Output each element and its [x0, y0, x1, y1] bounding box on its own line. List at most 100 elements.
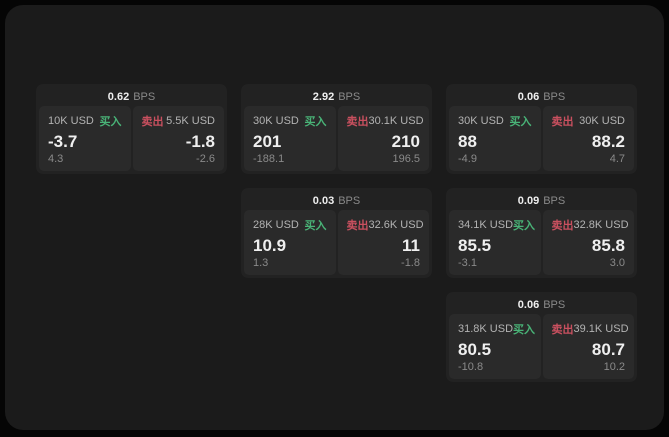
- sell-quote-cell[interactable]: 卖出 32.6K USD 11 -1.8: [337, 210, 429, 275]
- buy-side-tag: 买入: [513, 324, 536, 336]
- buy-side-tag: 买入: [509, 116, 532, 128]
- bps-unit-label: BPS: [338, 194, 361, 207]
- sell-price: 210: [391, 131, 420, 151]
- sell-delta: 4.7: [609, 153, 625, 165]
- buy-price: 10.9: [253, 235, 287, 255]
- buy-size-label: 28K USD: [253, 219, 299, 231]
- card-header: 2.92 BPS: [244, 87, 429, 106]
- sell-quote-cell[interactable]: 卖出 5.5K USD -1.8 -2.6: [132, 106, 224, 171]
- buy-cell-top: 30K USD 买入: [253, 113, 327, 129]
- sell-delta: 196.5: [392, 153, 420, 165]
- sell-price: 80.7: [591, 339, 625, 359]
- card-body: 30K USD 买入 201 -188.1 卖出 30.1K USD 210 1…: [244, 106, 429, 171]
- sell-size-label: 5.5K USD: [166, 115, 215, 127]
- sell-size-label: 30K USD: [579, 115, 625, 127]
- sell-cell-top: 卖出 32.6K USD: [346, 217, 424, 233]
- buy-quote-cell[interactable]: 31.8K USD 买入 80.5 -10.8: [449, 314, 541, 379]
- buy-size-label: 30K USD: [458, 115, 504, 127]
- quote-card-grid: 0.62 BPS 10K USD 买入 -3.7 4.3 卖出 5.5K USD…: [36, 84, 637, 382]
- buy-price: -3.7: [48, 131, 78, 151]
- quote-card: 2.92 BPS 30K USD 买入 201 -188.1 卖出 30.1K …: [241, 84, 432, 174]
- buy-quote-cell[interactable]: 10K USD 买入 -3.7 4.3: [39, 106, 131, 171]
- buy-price: 85.5: [458, 235, 492, 255]
- buy-cell-top: 31.8K USD 买入: [458, 321, 536, 337]
- quote-card: 0.06 BPS 31.8K USD 买入 80.5 -10.8 卖出 39.1…: [446, 292, 637, 382]
- buy-size-label: 34.1K USD: [458, 219, 514, 231]
- buy-price: 80.5: [458, 339, 492, 359]
- buy-quote-cell[interactable]: 28K USD 买入 10.9 1.3: [244, 210, 336, 275]
- quote-card: 0.09 BPS 34.1K USD 买入 85.5 -3.1 卖出 32.8K…: [446, 188, 637, 278]
- sell-side-tag: 卖出: [551, 116, 574, 128]
- card-header: 0.09 BPS: [449, 191, 634, 210]
- bps-value: 2.92: [312, 90, 335, 103]
- quote-card: 0.03 BPS 28K USD 买入 10.9 1.3 卖出 32.6K US…: [241, 188, 432, 278]
- bps-unit-label: BPS: [133, 90, 156, 103]
- quote-card: 0.62 BPS 10K USD 买入 -3.7 4.3 卖出 5.5K USD…: [36, 84, 227, 174]
- sell-side-tag: 卖出: [346, 220, 369, 232]
- buy-cell-top: 28K USD 买入: [253, 217, 327, 233]
- buy-quote-cell[interactable]: 30K USD 买入 201 -188.1: [244, 106, 336, 171]
- buy-price: 201: [253, 131, 282, 151]
- bps-unit-label: BPS: [543, 194, 566, 207]
- sell-price: 88.2: [591, 131, 625, 151]
- sell-side-tag: 卖出: [551, 324, 574, 336]
- sell-price: 85.8: [591, 235, 625, 255]
- buy-side-tag: 买入: [99, 116, 122, 128]
- buy-cell-top: 10K USD 买入: [48, 113, 122, 129]
- card-header: 0.06 BPS: [449, 295, 634, 314]
- buy-delta: 1.3: [253, 257, 269, 269]
- sell-price: 11: [402, 235, 420, 255]
- card-header: 0.62 BPS: [39, 87, 224, 106]
- quote-card: 0.06 BPS 30K USD 买入 88 -4.9 卖出 30K USD 8…: [446, 84, 637, 174]
- buy-delta: -4.9: [458, 153, 477, 165]
- bps-value: 0.62: [107, 90, 130, 103]
- bps-unit-label: BPS: [338, 90, 361, 103]
- buy-quote-cell[interactable]: 30K USD 买入 88 -4.9: [449, 106, 541, 171]
- quote-board-panel: 0.62 BPS 10K USD 买入 -3.7 4.3 卖出 5.5K USD…: [5, 5, 664, 430]
- bps-value: 0.06: [517, 90, 540, 103]
- sell-delta: -2.6: [196, 153, 215, 165]
- buy-cell-top: 30K USD 买入: [458, 113, 532, 129]
- sell-delta: 3.0: [609, 257, 625, 269]
- buy-size-label: 10K USD: [48, 115, 94, 127]
- sell-side-tag: 卖出: [141, 116, 164, 128]
- sell-size-label: 32.6K USD: [368, 219, 424, 231]
- sell-delta: 10.2: [603, 361, 625, 373]
- buy-quote-cell[interactable]: 34.1K USD 买入 85.5 -3.1: [449, 210, 541, 275]
- sell-cell-top: 卖出 30.1K USD: [346, 113, 424, 129]
- buy-delta: -188.1: [253, 153, 285, 165]
- buy-side-tag: 买入: [513, 220, 536, 232]
- buy-delta: -10.8: [458, 361, 484, 373]
- sell-size-label: 32.8K USD: [573, 219, 629, 231]
- card-body: 34.1K USD 买入 85.5 -3.1 卖出 32.8K USD 85.8…: [449, 210, 634, 275]
- bps-value: 0.09: [517, 194, 540, 207]
- bps-value: 0.06: [517, 298, 540, 311]
- sell-side-tag: 卖出: [551, 220, 574, 232]
- sell-cell-top: 卖出 5.5K USD: [142, 113, 216, 129]
- bps-value: 0.03: [312, 194, 335, 207]
- buy-cell-top: 34.1K USD 买入: [458, 217, 536, 233]
- buy-size-label: 31.8K USD: [458, 323, 514, 335]
- sell-delta: -1.8: [401, 257, 420, 269]
- sell-quote-cell[interactable]: 卖出 30.1K USD 210 196.5: [337, 106, 429, 171]
- sell-cell-top: 卖出 30K USD: [552, 113, 626, 129]
- sell-quote-cell[interactable]: 卖出 30K USD 88.2 4.7: [542, 106, 634, 171]
- bps-unit-label: BPS: [543, 298, 566, 311]
- card-body: 31.8K USD 买入 80.5 -10.8 卖出 39.1K USD 80.…: [449, 314, 634, 379]
- bps-unit-label: BPS: [543, 90, 566, 103]
- sell-side-tag: 卖出: [346, 116, 369, 128]
- buy-side-tag: 买入: [304, 220, 327, 232]
- buy-side-tag: 买入: [304, 116, 327, 128]
- sell-price: -1.8: [185, 131, 215, 151]
- card-body: 28K USD 买入 10.9 1.3 卖出 32.6K USD 11 -1.8: [244, 210, 429, 275]
- buy-delta: -3.1: [458, 257, 477, 269]
- card-header: 0.06 BPS: [449, 87, 634, 106]
- sell-quote-cell[interactable]: 卖出 39.1K USD 80.7 10.2: [542, 314, 634, 379]
- card-body: 30K USD 买入 88 -4.9 卖出 30K USD 88.2 4.7: [449, 106, 634, 171]
- card-body: 10K USD 买入 -3.7 4.3 卖出 5.5K USD -1.8 -2.…: [39, 106, 224, 171]
- sell-quote-cell[interactable]: 卖出 32.8K USD 85.8 3.0: [542, 210, 634, 275]
- buy-size-label: 30K USD: [253, 115, 299, 127]
- buy-delta: 4.3: [48, 153, 64, 165]
- sell-cell-top: 卖出 32.8K USD: [551, 217, 629, 233]
- sell-size-label: 39.1K USD: [573, 323, 629, 335]
